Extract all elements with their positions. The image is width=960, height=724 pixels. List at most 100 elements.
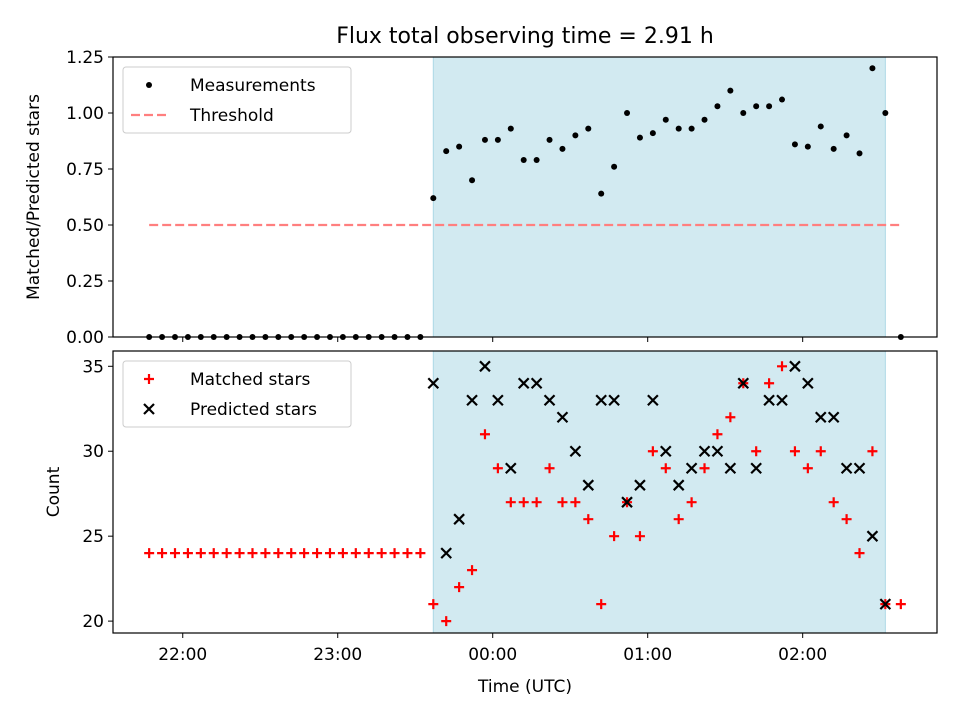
predicted-point xyxy=(853,462,866,474)
measurement-point xyxy=(636,134,643,141)
measurement-point xyxy=(753,103,760,110)
top-y-tick-label: 1.25 xyxy=(66,48,104,68)
x-tick-label: 00:00 xyxy=(468,645,517,665)
measurement-point xyxy=(481,136,488,143)
matched-point xyxy=(867,446,878,457)
measurement-point xyxy=(830,145,837,152)
measurement-point xyxy=(856,150,863,157)
matched-point xyxy=(195,548,206,559)
measurement-point xyxy=(456,143,463,150)
x-axis-label: Time (UTC) xyxy=(477,677,572,697)
matched-point xyxy=(764,378,775,389)
legend-label: Predicted stars xyxy=(190,400,317,420)
measurement-point xyxy=(779,96,786,103)
matched-point xyxy=(518,497,529,508)
predicted-point xyxy=(750,462,762,474)
matched-point xyxy=(777,361,788,372)
matched-point xyxy=(789,446,800,457)
matched-point xyxy=(350,548,361,559)
matched-point xyxy=(505,497,516,508)
top-y-axis-label: Matched/Predicted stars xyxy=(24,94,44,300)
matched-point xyxy=(854,548,865,559)
matched-point xyxy=(802,463,813,474)
legend-predicted-marker xyxy=(143,403,155,415)
top-y-tick-label: 0.50 xyxy=(66,216,104,236)
predicted-point xyxy=(698,445,711,458)
predicted-point xyxy=(427,377,440,390)
matched-point xyxy=(299,548,310,559)
matched-point xyxy=(157,548,168,559)
measurement-point xyxy=(882,110,889,116)
matched-point xyxy=(144,548,155,559)
bottom-observing-interval xyxy=(432,350,886,634)
measurement-point xyxy=(843,132,850,139)
top-legend: Measurements Threshold xyxy=(122,66,352,134)
legend-label: Matched stars xyxy=(190,370,310,390)
measurement-point xyxy=(804,143,811,150)
bottom-legend-box xyxy=(122,360,352,428)
predicted-point xyxy=(556,411,569,424)
matched-point xyxy=(247,548,258,559)
matched-point xyxy=(402,548,413,559)
bottom-series-1 xyxy=(427,360,892,610)
matched-point xyxy=(286,548,297,559)
measurement-point xyxy=(869,65,876,72)
measurement-point xyxy=(624,110,631,116)
predicted-point xyxy=(763,394,775,407)
matched-point xyxy=(647,446,658,457)
predicted-point xyxy=(634,479,646,491)
measurement-point xyxy=(714,103,721,110)
matched-point xyxy=(557,497,568,508)
matched-point xyxy=(415,548,426,559)
measurement-point xyxy=(662,116,669,123)
chart-title: Flux total observing time = 2.91 h xyxy=(336,24,714,49)
predicted-point xyxy=(827,411,840,424)
predicted-point xyxy=(453,513,465,525)
measurement-point xyxy=(817,123,824,130)
predicted-point xyxy=(776,394,788,407)
predicted-point xyxy=(595,394,607,407)
bottom-series-0 xyxy=(144,361,906,627)
matched-point xyxy=(363,548,374,559)
matched-point xyxy=(712,429,723,440)
predicted-point xyxy=(711,445,724,458)
measurement-point xyxy=(649,130,656,137)
matched-point xyxy=(828,497,839,508)
measurement-point xyxy=(766,103,773,110)
measurement-point xyxy=(598,190,605,197)
predicted-point xyxy=(621,496,633,508)
bottom-legend: Matched stars Predicted stars xyxy=(122,360,352,428)
measurement-point xyxy=(546,136,553,143)
matched-point xyxy=(324,548,335,559)
matched-point xyxy=(312,548,323,559)
predicted-point xyxy=(582,479,595,491)
top-legend-box xyxy=(122,66,352,134)
x-tick-label: 22:00 xyxy=(158,645,207,665)
matched-point xyxy=(634,531,645,542)
matched-point xyxy=(596,599,607,610)
matched-point xyxy=(686,497,697,508)
predicted-point xyxy=(789,360,801,373)
matched-point xyxy=(428,599,439,610)
measurement-point xyxy=(675,125,682,132)
matched-point xyxy=(169,548,180,559)
matched-point xyxy=(234,548,245,559)
top-y-tick-label: 0.00 xyxy=(66,328,104,348)
measurement-point xyxy=(469,177,476,184)
x-tick-label: 23:00 xyxy=(313,645,362,665)
measurement-point xyxy=(507,125,514,132)
predicted-point xyxy=(737,377,750,390)
top-y-tick-label: 0.25 xyxy=(66,272,104,292)
bottom-axes-frame xyxy=(112,350,938,634)
matched-point xyxy=(454,582,465,593)
top-y-tick-label: 0.75 xyxy=(66,160,104,180)
predicted-point xyxy=(517,377,530,390)
measurement-point xyxy=(430,195,437,202)
predicted-point xyxy=(802,377,814,390)
matched-point xyxy=(221,548,232,559)
legend-label: Measurements xyxy=(190,76,316,96)
predicted-point xyxy=(530,377,543,390)
top-axes-frame xyxy=(112,56,938,338)
matched-point xyxy=(751,446,762,457)
